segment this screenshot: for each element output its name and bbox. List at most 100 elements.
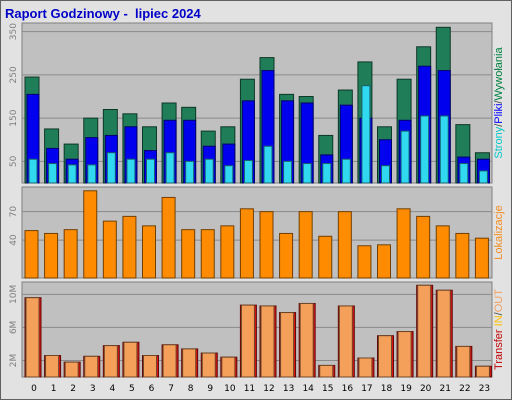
visits-plot-area [21,22,493,184]
locations-lokalizacje-bar-23 [474,237,489,279]
locations-ytick-label: 70 [9,206,19,218]
transfer-panel: 2M 6M 10M Transfer IN/OUT [9,281,505,378]
x-tick-label: 4 [109,384,115,394]
locations-lokalizacje-bar-2 [63,229,78,279]
visits-strony-bar-12 [263,145,273,184]
transfer-out-bar-13 [280,312,295,378]
transfer-out-bar-5 [123,341,138,378]
visits-strony-bar-10 [224,165,234,184]
x-tick-label: 1 [51,384,57,394]
locations-lokalizacje-bar-3 [83,190,98,279]
locations-lokalizacje-bar-13 [279,232,294,279]
x-tick-label: 17 [361,384,372,394]
locations-ytick-label: 40 [9,234,19,246]
visits-legend: Strony/Pliki/Wywołania [493,47,505,159]
visits-strony-bar-2 [67,164,77,184]
locations-lokalizacje-bar-6 [142,225,156,279]
chart-title: Raport Godzinowy - lipiec 2024 [5,6,201,21]
transfer-out-bar-19 [397,331,412,378]
transfer-out-bar-1 [45,355,60,378]
visits-ytick-label: 50 [9,155,19,167]
visits-strony-bar-15 [322,163,332,184]
transfer-out-bar-20 [417,284,432,378]
transfer-out-bar-16 [338,305,353,378]
x-tick-label: 10 [224,384,236,394]
transfer-out-bar-11 [240,304,255,378]
x-tick-label: 19 [400,384,412,394]
locations-lokalizacje-bar-19 [396,208,411,279]
visits-strony-bar-1 [48,163,58,184]
locations-lokalizacje-bar-8 [181,229,196,279]
locations-lokalizacje-bar-7 [161,196,176,279]
locations-lokalizacje-bar-9 [200,229,215,279]
locations-lokalizacje-bar-1 [44,232,59,279]
locations-lokalizacje-bar-16 [337,211,352,279]
transfer-out-bar-0 [25,297,40,378]
locations-lokalizacje-bar-10 [220,225,235,279]
locations-lokalizacje-bar-11 [239,208,254,279]
locations-lokalizacje-bar-4 [102,220,117,279]
transfer-out-bar-15 [319,364,334,378]
transfer-out-bar-9 [201,352,216,378]
transfer-out-bar-12 [260,305,275,378]
visits-strony-bar-9 [204,158,214,184]
transfer-ytick-label: 6M [9,321,19,335]
x-tick-label: 8 [188,384,194,394]
x-tick-label: 11 [244,384,255,394]
locations-lokalizacje-bar-5 [122,215,137,279]
x-tick-label: 0 [31,384,37,394]
transfer-out-bar-8 [182,348,197,378]
visits-strony-bar-8 [185,160,195,184]
locations-panel: 40 70 Lokalizacje [9,186,505,279]
transfer-out-bar-4 [103,345,118,378]
x-tick-label: 23 [479,384,490,394]
visits-strony-bar-0 [28,158,38,184]
locations-lokalizacje-bar-21 [435,225,450,279]
visits-strony-bar-17 [361,85,371,184]
transfer-ytick-label: 10M [9,285,19,304]
locations-lokalizacje-bar-22 [455,232,470,279]
transfer-out-bar-21 [436,289,451,378]
transfer-out-bar-17 [358,357,373,378]
visits-strony-bar-13 [283,160,293,184]
transfer-ytick-label: 2M [9,354,19,368]
visits-ytick-label: 250 [9,66,19,83]
transfer-out-bar-23 [475,365,490,378]
x-tick-label: 12 [263,384,274,394]
visits-strony-bar-14 [302,163,312,184]
visits-strony-bar-4 [106,152,116,184]
locations-lokalizacje-bar-14 [298,211,313,279]
transfer-out-bar-10 [221,356,236,378]
visits-panel: 50 150 250 350 Strony/Pliki/Wywołania [9,22,505,184]
transfer-out-bar-3 [84,355,99,378]
locations-plot-area [21,186,493,279]
locations-lokalizacje-bar-17 [357,245,372,279]
visits-strony-bar-21 [439,115,449,184]
transfer-out-bar-7 [162,344,177,378]
x-tick-label: 6 [149,384,155,394]
transfer-out-bar-2 [64,361,79,378]
x-tick-label: 16 [342,384,354,394]
transfer-legend: Transfer IN/OUT [493,289,505,370]
locations-lokalizacje-bar-18 [377,244,391,279]
visits-strony-bar-3 [87,164,97,184]
x-tick-label: 20 [420,384,432,394]
x-tick-label: 21 [440,384,451,394]
visits-strony-bar-23 [478,170,488,184]
visits-strony-bar-20 [420,115,430,184]
x-tick-label: 7 [168,384,174,394]
locations-lokalizacje-bar-12 [259,211,274,279]
visits-strony-bar-18 [381,165,390,184]
x-tick-label: 13 [283,384,294,394]
visits-strony-bar-19 [400,130,410,184]
locations-lokalizacje-bar-20 [416,215,431,279]
transfer-out-bar-22 [456,345,471,378]
x-tick-label: 15 [322,384,333,394]
x-tick-label: 14 [302,384,314,394]
transfer-plot-area [21,281,493,378]
transfer-out-bar-6 [143,355,157,378]
transfer-out-bar-14 [299,302,314,378]
x-tick-label: 18 [381,384,393,394]
x-tick-label: 9 [207,384,213,394]
